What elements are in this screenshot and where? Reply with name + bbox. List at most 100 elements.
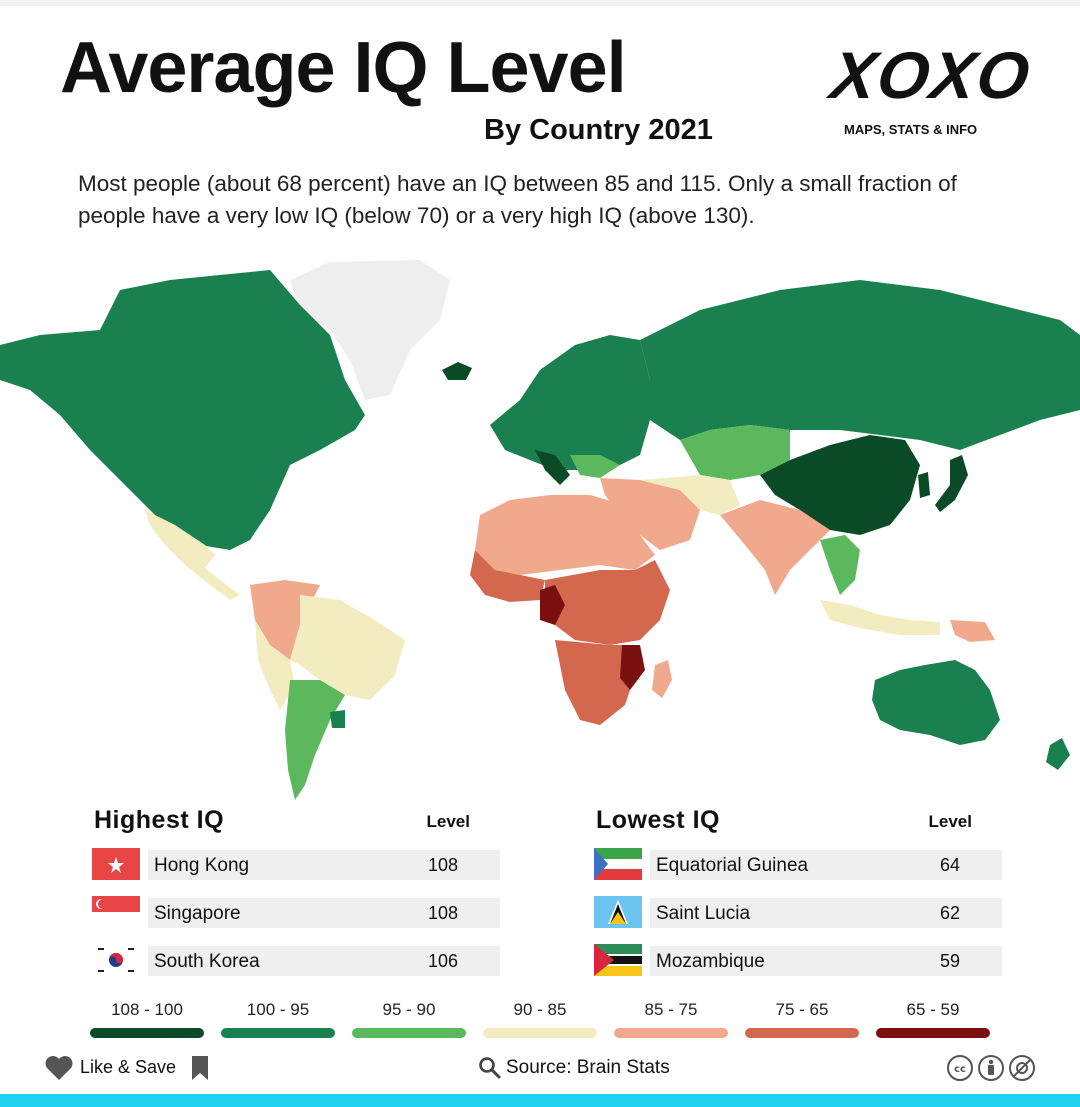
country-name: Mozambique [656, 951, 765, 972]
search-icon [479, 1057, 501, 1079]
region-mozambique [620, 645, 645, 690]
legend-label: 95 - 90 [382, 1000, 436, 1019]
region-japan [935, 455, 968, 512]
source-label: Source: Brain Stats [506, 1057, 670, 1078]
region-iceland [442, 362, 472, 380]
page-title: Average IQ Level [60, 28, 627, 108]
license-icons: cc [946, 1054, 1038, 1082]
singapore-flag-icon [92, 896, 140, 928]
legend-swatch [614, 1028, 728, 1038]
region-southeast-asia [820, 535, 860, 595]
region-new-zealand [1046, 738, 1070, 770]
iq-level: 108 [427, 855, 458, 875]
heart-icon[interactable] [44, 1054, 74, 1082]
highest-iq-header: Highest IQ Level [90, 800, 500, 846]
highest-iq-title: Highest IQ [94, 806, 225, 834]
legend-swatch [876, 1028, 990, 1038]
lowest-iq-table: Lowest IQ Level Equatorial Guinea 64 Sai… [592, 800, 1002, 990]
top-divider [0, 0, 1080, 6]
country-name: South Korea [154, 951, 260, 972]
logo-wordmark: XOXO [826, 38, 1036, 112]
iq-level: 106 [427, 951, 458, 971]
region-peru-bolivia [255, 620, 295, 710]
legend-item: 65 - 59 [876, 1000, 990, 1038]
region-middle-east [600, 478, 700, 550]
legend-swatch [483, 1028, 597, 1038]
page-subtitle: By Country 2021 [484, 114, 713, 146]
svg-text:cc: cc [954, 1064, 966, 1075]
highest-iq-table: Highest IQ Level Hong Kong 108 Singapore… [90, 800, 500, 990]
iq-level: 64 [939, 855, 960, 875]
legend-label: 108 - 100 [111, 1000, 183, 1019]
brand-logo: XOXO MAPS, STATS & INFO [827, 38, 1036, 142]
region-central-asia [680, 425, 790, 480]
legend-item: 95 - 90 [352, 1000, 466, 1038]
legend-item: 85 - 75 [614, 1000, 728, 1038]
country-name: Singapore [154, 903, 241, 924]
legend-swatch [90, 1028, 204, 1038]
like-save-label: Like & Save [80, 1057, 177, 1077]
region-mexico-central-america [145, 510, 240, 600]
table-row: Equatorial Guinea 64 [592, 846, 1002, 894]
table-row: Hong Kong 108 [90, 846, 500, 894]
color-legend: 108 - 100 100 - 95 95 - 90 90 - 85 85 - … [90, 1000, 1000, 1045]
legend-label: 75 - 65 [775, 1000, 829, 1019]
legend-item: 108 - 100 [90, 1000, 204, 1038]
lowest-iq-level-header: Level [928, 812, 972, 831]
lowest-iq-header: Lowest IQ Level [592, 800, 1002, 846]
lowest-iq-title: Lowest IQ [596, 806, 720, 834]
highest-iq-level-header: Level [426, 812, 470, 831]
logo-tagline: MAPS, STATS & INFO [844, 122, 978, 137]
region-china [760, 435, 920, 535]
region-indonesia [820, 600, 940, 635]
region-west-africa [470, 550, 545, 602]
legend-item: 100 - 95 [221, 1000, 335, 1038]
legend-label: 65 - 59 [906, 1000, 960, 1019]
region-central-africa [545, 560, 670, 645]
region-australia [872, 660, 1000, 745]
region-russia [640, 280, 1080, 450]
creative-commons-icon: cc [947, 1055, 973, 1081]
country-name: Hong Kong [154, 855, 250, 876]
region-iran-pakistan [640, 475, 740, 515]
region-brazil [290, 595, 405, 700]
saint-lucia-flag-icon [594, 896, 642, 928]
region-madagascar [652, 660, 672, 698]
hong-kong-flag-icon [92, 848, 140, 880]
region-argentina-chile [285, 680, 345, 800]
iq-level: 62 [939, 903, 960, 923]
region-balkans-turkey [570, 455, 620, 478]
region-south-asia [720, 500, 830, 595]
legend-swatch [352, 1028, 466, 1038]
legend-label: 90 - 85 [513, 1000, 567, 1019]
region-europe [490, 335, 650, 470]
noncommercial-icon [1009, 1055, 1035, 1081]
region-korea [918, 472, 930, 498]
mozambique-flag-icon [594, 944, 642, 976]
country-name: Equatorial Guinea [656, 855, 809, 876]
region-southern-africa [555, 640, 640, 725]
table-row: Saint Lucia 62 [592, 894, 1002, 942]
legend-swatch [221, 1028, 335, 1038]
region-greenland [290, 260, 450, 400]
iq-level: 59 [939, 951, 960, 971]
region-north-africa [475, 495, 655, 575]
legend-swatch [745, 1028, 859, 1038]
south-korea-flag-icon [92, 944, 140, 976]
country-name: Saint Lucia [656, 903, 751, 924]
table-row: Mozambique 59 [592, 942, 1002, 990]
world-map [0, 260, 1080, 800]
bookmark-icon[interactable] [190, 1054, 210, 1082]
region-equatorial-guinea-cameroon [540, 585, 565, 625]
region-north-america [0, 270, 365, 550]
table-row: Singapore 108 [90, 894, 500, 942]
region-italy-balkans [535, 450, 570, 485]
description-text: Most people (about 68 percent) have an I… [78, 171, 957, 228]
legend-label: 85 - 75 [644, 1000, 698, 1019]
table-row: South Korea 106 [90, 942, 500, 990]
legend-item: 90 - 85 [483, 1000, 597, 1038]
attribution-icon [978, 1055, 1004, 1081]
bottom-accent-bar [0, 1094, 1080, 1107]
legend-item: 75 - 65 [745, 1000, 859, 1038]
region-uruguay [330, 710, 345, 728]
